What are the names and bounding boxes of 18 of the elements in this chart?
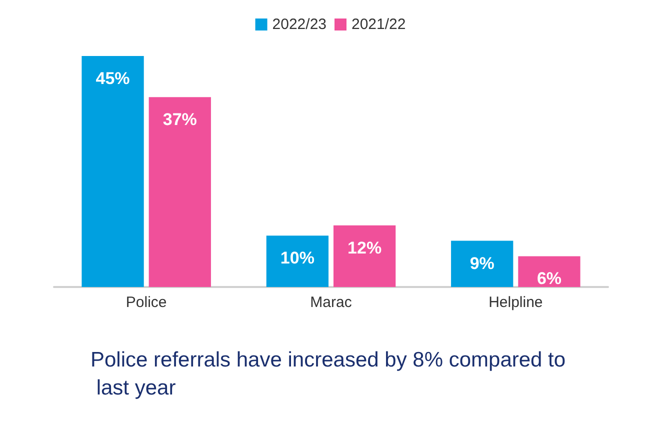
bar xyxy=(148,97,211,287)
legend-label: 2022/23 xyxy=(272,16,327,33)
x-tick-label: Helpline xyxy=(488,294,543,311)
bar xyxy=(266,236,329,287)
x-tick-label: Police xyxy=(126,294,167,311)
bar xyxy=(518,256,580,287)
data-label: 9% xyxy=(470,254,494,273)
legend-label: 2021/22 xyxy=(352,16,406,33)
data-label: 37% xyxy=(162,110,197,130)
data-label: 6% xyxy=(536,269,562,288)
text: Police referrals have increased by 8% compared to last year xyxy=(90,348,566,400)
bar xyxy=(82,56,144,287)
bar xyxy=(333,225,396,287)
bar xyxy=(451,240,514,287)
data-label: 12% xyxy=(348,238,382,258)
x-tick-label: Marac xyxy=(310,294,352,311)
data-label: 10% xyxy=(280,248,314,268)
data-label: 45% xyxy=(96,69,130,88)
